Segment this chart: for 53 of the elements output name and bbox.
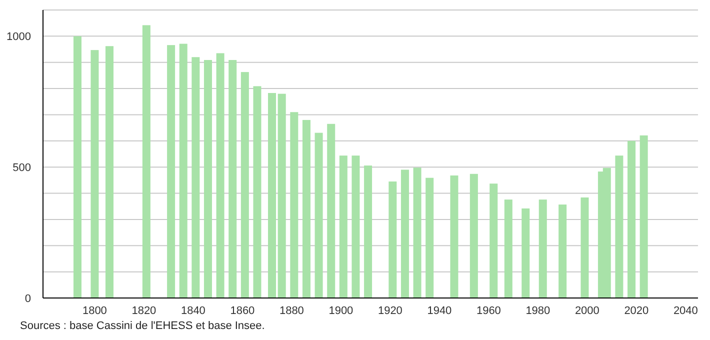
bar (105, 46, 114, 298)
bar (538, 200, 547, 298)
y-tick-label: 500 (12, 162, 31, 174)
x-tick-label: 2020 (624, 304, 649, 317)
bar (522, 208, 530, 298)
bar (364, 166, 372, 298)
bar (628, 140, 636, 298)
x-tick-label: 2040 (673, 304, 698, 317)
x-tick-label: 1860 (230, 304, 255, 317)
bar (615, 156, 624, 298)
x-tick-label: 1800 (82, 304, 107, 317)
bar (400, 170, 409, 298)
bar (314, 132, 323, 298)
x-tick-label: 1840 (180, 304, 206, 317)
bar (413, 168, 422, 298)
bar (290, 112, 298, 298)
x-tick-label: 1820 (132, 304, 156, 317)
bar (240, 72, 249, 298)
bar (268, 92, 276, 298)
x-tick-label: 1980 (526, 304, 550, 317)
source-note: Sources : base Cassini de l'EHESS et base Insee. (20, 320, 265, 332)
bar (73, 36, 82, 298)
bar (388, 181, 397, 298)
x-tick-label: 1880 (279, 304, 304, 317)
bar (179, 44, 188, 298)
bar (558, 204, 567, 298)
bar (640, 135, 648, 298)
bar (426, 178, 434, 298)
x-tick-label: 1920 (378, 304, 402, 317)
bar (327, 124, 336, 298)
bar (278, 94, 286, 298)
bar (352, 156, 360, 298)
bar (228, 60, 237, 298)
bar (90, 50, 99, 298)
bar (470, 174, 478, 298)
bar (192, 57, 200, 298)
bar (504, 200, 512, 298)
bar (253, 86, 262, 298)
bar (142, 25, 150, 298)
bar (339, 156, 348, 298)
y-tick-label: 1000 (6, 31, 31, 44)
x-tick-label: 2000 (574, 304, 600, 317)
bar (490, 184, 498, 298)
bar (302, 120, 310, 298)
x-tick-label: 1900 (328, 304, 354, 317)
bar (204, 60, 212, 298)
bar (216, 53, 224, 298)
bar (450, 175, 458, 298)
x-tick-label: 1940 (427, 304, 452, 317)
bar (167, 45, 176, 298)
x-tick-label: 1960 (476, 304, 501, 317)
bar (580, 197, 589, 298)
y-tick-label: 0 (24, 292, 31, 305)
